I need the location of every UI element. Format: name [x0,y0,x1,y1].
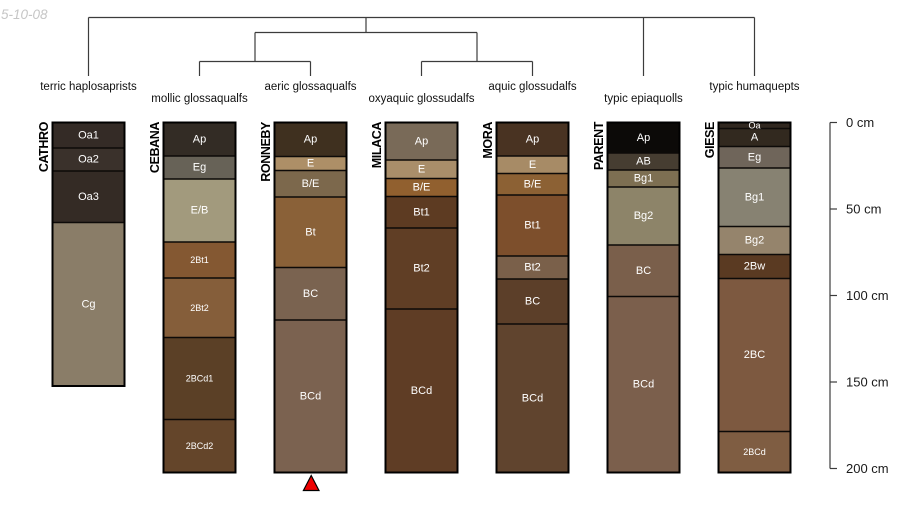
svg-text:5-10-08: 5-10-08 [1,7,48,22]
svg-text:Bg2: Bg2 [745,235,765,247]
svg-text:Oa2: Oa2 [78,154,99,166]
svg-text:CEBANA: CEBANA [148,122,162,173]
svg-text:2BCd1: 2BCd1 [186,374,214,384]
svg-text:B/E: B/E [413,182,431,194]
svg-text:Bt2: Bt2 [413,263,430,275]
svg-text:Oa3: Oa3 [78,191,99,203]
svg-text:2BCd2: 2BCd2 [186,441,214,451]
svg-text:BCd: BCd [411,385,432,397]
svg-text:Bg1: Bg1 [745,191,765,203]
svg-text:100 cm: 100 cm [846,288,889,303]
svg-text:MILACA: MILACA [370,122,384,169]
svg-text:aeric glossaqualfs: aeric glossaqualfs [264,81,356,93]
svg-text:terric haplosaprists: terric haplosaprists [40,81,137,93]
svg-text:MORA: MORA [481,122,495,159]
svg-text:E: E [418,163,425,175]
svg-text:2BC: 2BC [744,349,765,361]
svg-text:BCd: BCd [522,392,543,404]
svg-text:RONNEBY: RONNEBY [259,121,273,182]
svg-text:typic humaquepts: typic humaquepts [709,81,799,93]
svg-text:Ap: Ap [526,133,539,145]
svg-text:BC: BC [525,296,540,308]
svg-text:E: E [307,158,314,170]
svg-text:Bg1: Bg1 [634,173,654,185]
svg-text:aquic glossudalfs: aquic glossudalfs [488,81,576,93]
svg-text:Bt: Bt [305,226,315,238]
svg-text:Bg2: Bg2 [634,210,654,222]
svg-text:Cg: Cg [81,298,95,310]
svg-text:Bt1: Bt1 [524,220,541,232]
svg-text:GIESE: GIESE [703,122,717,158]
svg-text:200 cm: 200 cm [846,461,889,476]
svg-text:AB: AB [636,156,651,168]
svg-text:Bt2: Bt2 [524,262,541,274]
svg-text:BC: BC [303,288,318,300]
svg-text:Ap: Ap [637,132,650,144]
svg-text:CATHRO: CATHRO [37,121,51,172]
svg-text:BC: BC [636,265,651,277]
svg-text:B/E: B/E [302,178,320,190]
svg-text:50 cm: 50 cm [846,202,881,217]
svg-text:2Bt2: 2Bt2 [190,303,209,313]
svg-text:typic epiaquolls: typic epiaquolls [604,93,683,105]
svg-text:Eg: Eg [193,162,206,174]
svg-text:Oa1: Oa1 [78,129,99,141]
svg-text:E/B: E/B [191,205,209,217]
svg-text:B/E: B/E [524,178,542,190]
svg-text:A: A [751,132,759,144]
svg-text:0 cm: 0 cm [846,115,874,130]
svg-text:2Bw: 2Bw [744,261,765,273]
svg-text:Bt1: Bt1 [413,206,430,218]
svg-text:2BCd: 2BCd [743,447,766,457]
svg-text:Ap: Ap [193,133,206,145]
svg-text:Eg: Eg [748,151,761,163]
svg-text:PARENT: PARENT [592,121,606,170]
svg-text:2Bt1: 2Bt1 [190,255,209,265]
svg-text:150 cm: 150 cm [846,375,889,390]
svg-text:BCd: BCd [300,390,321,402]
svg-text:mollic glossaqualfs: mollic glossaqualfs [151,93,248,105]
svg-text:Oa: Oa [748,121,760,131]
svg-text:E: E [529,159,536,171]
svg-text:BCd: BCd [633,379,654,391]
svg-text:oxyaquic glossudalfs: oxyaquic glossudalfs [368,93,474,105]
svg-text:Ap: Ap [304,134,317,146]
svg-text:Ap: Ap [415,135,428,147]
